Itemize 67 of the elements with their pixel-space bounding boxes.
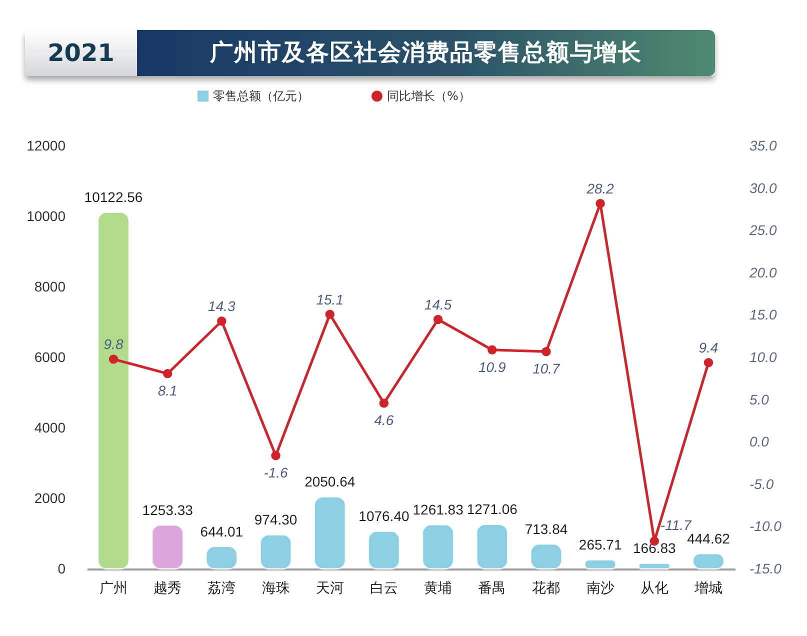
y2-tick-label: 30.0 bbox=[750, 180, 777, 196]
data-label: 8.1 bbox=[158, 382, 178, 399]
data-label: 9.4 bbox=[698, 340, 718, 356]
data-label: 10.9 bbox=[478, 358, 506, 375]
x-tick-label: 从化 bbox=[640, 580, 668, 596]
point bbox=[217, 316, 226, 326]
point bbox=[325, 310, 334, 319]
point bbox=[542, 346, 551, 356]
data-label: 974.30 bbox=[254, 512, 298, 528]
data-label: 9.8 bbox=[104, 336, 124, 352]
x-tick-label: 越秀 bbox=[154, 580, 182, 596]
data-label: 644.01 bbox=[200, 523, 244, 540]
point bbox=[596, 198, 605, 208]
y2-tick-label: 20.0 bbox=[748, 264, 777, 280]
x-tick-label: 南沙 bbox=[586, 580, 614, 596]
y-tick-label: 8000 bbox=[34, 278, 66, 294]
point bbox=[162, 368, 172, 378]
data-label: 1271.06 bbox=[466, 501, 518, 518]
data-label: 10.7 bbox=[532, 360, 562, 377]
data-label: 15.1 bbox=[316, 291, 344, 308]
y-tick-label: 4000 bbox=[34, 420, 66, 436]
y2-tick-label: -10.0 bbox=[750, 518, 782, 534]
point bbox=[379, 398, 389, 408]
legend-label: 同比增长（%） bbox=[387, 89, 470, 104]
y2-tick-label: -15.0 bbox=[750, 560, 782, 576]
data-label: 1261.83 bbox=[412, 502, 464, 518]
data-label: 713.84 bbox=[524, 520, 568, 537]
x-tick-label: 番禺 bbox=[478, 580, 506, 596]
x-tick-label: 白云 bbox=[370, 580, 398, 596]
data-label: 28.2 bbox=[586, 180, 614, 197]
y-tick-label: 6000 bbox=[34, 349, 66, 365]
x-tick-label: 黄埔 bbox=[424, 580, 452, 596]
y2-tick-label: 25.0 bbox=[748, 222, 777, 238]
data-label: 4.6 bbox=[374, 412, 394, 428]
y-tick-label: 2000 bbox=[34, 490, 66, 506]
data-label: 166.83 bbox=[632, 540, 676, 556]
x-tick-label: 海珠 bbox=[262, 580, 290, 596]
point bbox=[433, 314, 443, 324]
y2-tick-label: 10.0 bbox=[750, 349, 777, 365]
point bbox=[108, 354, 118, 364]
x-tick-label: 天河 bbox=[316, 580, 344, 596]
data-label: -1.6 bbox=[264, 464, 288, 481]
point bbox=[704, 358, 714, 368]
x-tick-label: 增城 bbox=[693, 580, 722, 596]
x-tick-label: 花都 bbox=[532, 580, 560, 596]
data-label: 2050.64 bbox=[304, 474, 356, 490]
legend-label: 零售总额（亿元） bbox=[213, 89, 309, 104]
data-label: 1253.33 bbox=[142, 502, 194, 518]
data-label: 10122.56 bbox=[84, 189, 143, 206]
y-tick-label: 12000 bbox=[26, 138, 66, 154]
chart-subtitle: 2021 bbox=[25, 30, 137, 76]
point bbox=[488, 345, 497, 354]
x-tick-label: 广州 bbox=[100, 580, 128, 596]
data-label: 14.5 bbox=[424, 296, 452, 312]
y-tick-label: 10000 bbox=[26, 208, 66, 224]
data-label: 1076.40 bbox=[358, 508, 410, 524]
y-tick-label: 0 bbox=[58, 560, 66, 576]
y2-tick-label: 0.0 bbox=[750, 434, 770, 450]
y2-tick-label: -5.0 bbox=[750, 476, 774, 492]
point bbox=[271, 451, 280, 460]
x-tick-label: 荔湾 bbox=[208, 580, 236, 596]
y2-tick-label: 5.0 bbox=[750, 391, 770, 408]
y2-tick-label: 15.0 bbox=[750, 306, 777, 323]
data-label: 265.71 bbox=[578, 536, 622, 553]
data-label: 14.3 bbox=[208, 298, 236, 314]
chart-title: 广州市及各区社会消费品零售总额与增长 bbox=[137, 30, 715, 76]
y2-tick-label: 35.0 bbox=[750, 138, 777, 154]
